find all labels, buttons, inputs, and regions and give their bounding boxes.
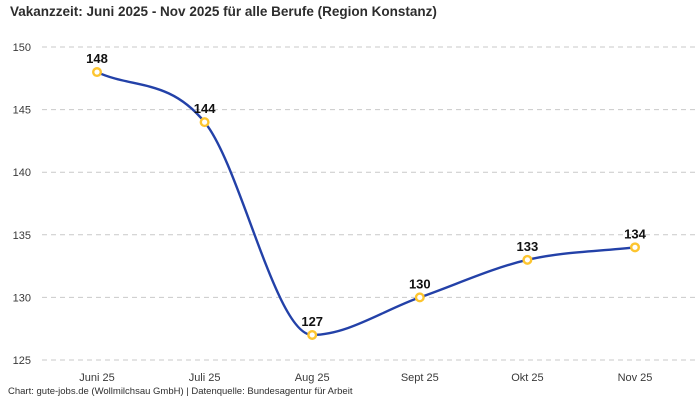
y-axis-tick-label: 145 bbox=[13, 105, 31, 117]
y-axis-tick-label: 125 bbox=[13, 355, 31, 367]
y-axis-tick-label: 135 bbox=[13, 230, 31, 242]
data-point-marker bbox=[630, 242, 641, 253]
series-line bbox=[95, 70, 637, 337]
data-point-marker bbox=[522, 254, 533, 265]
x-axis-tick-label: Sept 25 bbox=[401, 372, 439, 384]
data-point-label: 148 bbox=[86, 51, 108, 66]
data-point-label: 130 bbox=[409, 276, 431, 291]
data-point-label: 134 bbox=[624, 226, 646, 241]
x-axis-tick-label: Aug 25 bbox=[295, 372, 330, 384]
data-point-marker bbox=[307, 329, 318, 340]
chart-footer-attribution: Chart: gute-jobs.de (Wollmilchsau GmbH) … bbox=[8, 386, 353, 397]
x-axis-tick-label: Nov 25 bbox=[618, 372, 653, 384]
y-axis-tick-label: 140 bbox=[13, 167, 31, 179]
data-point-label: 133 bbox=[517, 239, 539, 254]
x-axis-tick-label: Juli 25 bbox=[189, 372, 221, 384]
y-axis-tick-label: 150 bbox=[13, 42, 31, 54]
chart-title: Vakanzzeit: Juni 2025 - Nov 2025 für all… bbox=[10, 4, 437, 19]
x-axis-tick-label: Juni 25 bbox=[79, 372, 114, 384]
data-point-marker bbox=[199, 117, 210, 128]
data-point-label: 144 bbox=[194, 101, 216, 116]
data-point-label: 127 bbox=[301, 314, 323, 329]
data-point-marker bbox=[91, 67, 102, 78]
x-axis-tick-label: Okt 25 bbox=[511, 372, 543, 384]
y-axis-tick-label: 130 bbox=[13, 292, 31, 304]
data-point-marker bbox=[414, 292, 425, 303]
